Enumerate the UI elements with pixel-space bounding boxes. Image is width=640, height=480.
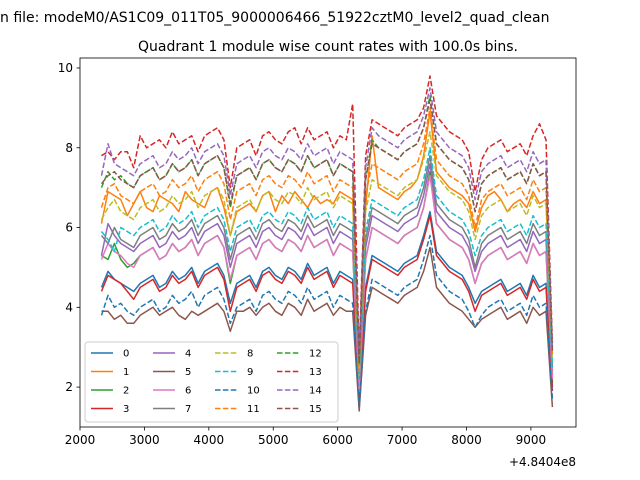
legend-label-11: 11 [247, 404, 260, 415]
chart-title: Quadrant 1 module wise count rates with … [138, 39, 518, 55]
x-tick-label: 3000 [129, 433, 160, 447]
legend-label-6: 6 [185, 386, 191, 397]
legend-label-12: 12 [309, 349, 322, 360]
figure-suptitle: n file: modeM0/AS1C09_011T05_9000006466_… [0, 10, 549, 26]
x-axis: 2000 3000 4000 5000 6000 7000 8000 9000 [65, 427, 546, 447]
series-line-3 [100, 214, 554, 404]
plot-area [79, 57, 577, 428]
y-tick-label: 6 [65, 221, 73, 235]
legend-label-3: 3 [123, 404, 129, 415]
plot-frame [79, 57, 577, 428]
series-line-0 [100, 210, 554, 400]
legend-label-0: 0 [123, 349, 129, 360]
y-axis: 2 4 6 8 10 [58, 61, 80, 394]
legend-label-1: 1 [123, 367, 129, 378]
series-line-10 [100, 234, 554, 408]
x-tick-label: 2000 [65, 433, 96, 447]
x-tick-label: 8000 [451, 433, 482, 447]
legend-label-7: 7 [185, 404, 191, 415]
legend-label-14: 14 [309, 386, 322, 397]
series-line-7 [100, 154, 554, 380]
legend-label-15: 15 [309, 404, 322, 415]
y-tick-label: 2 [65, 380, 73, 394]
series-line-15 [100, 99, 554, 364]
x-tick-label: 5000 [258, 433, 289, 447]
series-line-11 [100, 107, 554, 372]
series-line-8 [100, 131, 554, 376]
series-line-14 [100, 87, 554, 360]
y-tick-label: 4 [65, 300, 73, 314]
x-tick-label: 4000 [194, 433, 225, 447]
legend-label-10: 10 [247, 386, 260, 397]
legend-label-9: 9 [247, 367, 253, 378]
y-tick-label: 10 [58, 61, 73, 75]
legend-box [84, 341, 339, 423]
legend-label-13: 13 [309, 367, 322, 378]
series-line-4 [100, 162, 554, 384]
series-line-1 [100, 111, 554, 388]
x-tick-label: 7000 [387, 433, 418, 447]
legend-label-8: 8 [247, 349, 253, 360]
series-line-9 [100, 147, 554, 380]
series-line-13 [101, 75, 554, 356]
legend-label-4: 4 [185, 349, 191, 360]
x-axis-offset-label: +4.8404e8 [509, 455, 576, 469]
legend-label-5: 5 [185, 367, 191, 378]
x-tick-label: 6000 [322, 433, 353, 447]
y-tick-label: 8 [65, 141, 73, 155]
legend-label-2: 2 [123, 386, 129, 397]
x-tick-label: 9000 [516, 433, 547, 447]
series-line-6 [100, 174, 554, 392]
